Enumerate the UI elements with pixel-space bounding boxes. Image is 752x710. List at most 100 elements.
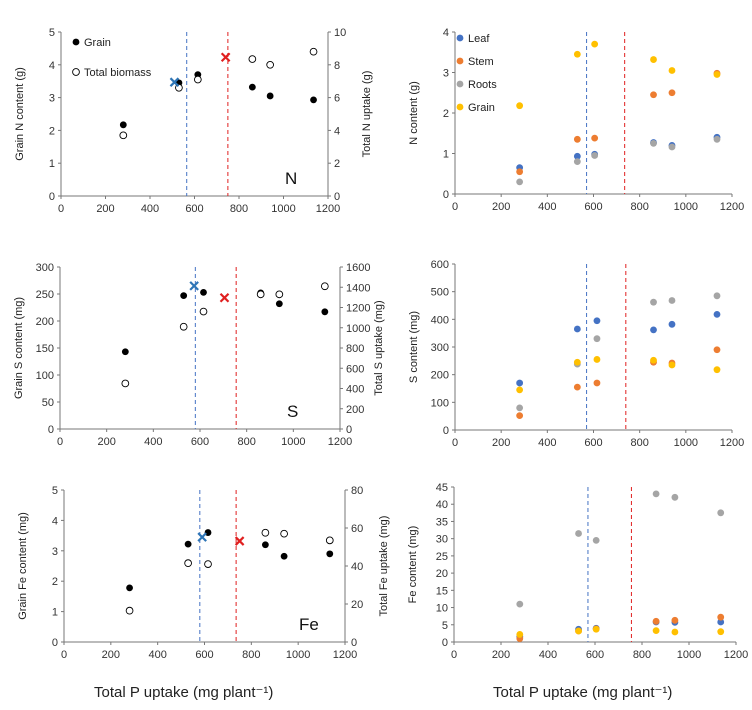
point-grain [119,121,127,129]
y-tick-label: 40 [436,499,448,511]
point-grain [275,300,283,308]
y-tick-label: 2 [52,576,58,588]
point-stem [591,134,599,142]
y-tick-label: 10 [436,603,448,615]
x-tick-label: 600 [191,436,209,448]
legend-marker-grain [72,38,80,46]
point-grain [671,628,679,636]
point-grain [573,50,581,58]
y-tick-label: 3 [49,93,55,105]
x-tick-label: 0 [57,436,63,448]
x-marker-stroke [189,281,199,291]
point-grain [126,584,133,592]
y-tick-label: 3 [443,68,449,80]
point-leaf [650,326,657,334]
point-grain [652,627,660,635]
y-tick-label: 600 [431,259,449,271]
point-roots [717,509,725,517]
x-marker-stroke [220,52,231,63]
y2-tick-label: 1600 [346,262,370,274]
point-leaf [516,379,524,387]
legend-label: Stem [468,56,494,68]
point-total-biomass [275,290,284,299]
point-roots [668,297,676,304]
point-grain [121,348,129,356]
point-grain [591,40,599,48]
x-tick-label: 1200 [720,437,744,449]
y-tick-label: 0 [52,637,58,649]
point-roots [650,298,657,306]
legend-label: Grain [84,37,111,49]
y-tick-label: 0 [49,191,55,203]
x-tick-label: 800 [630,437,648,449]
point-total-biomass [261,528,270,537]
point-leaf [713,310,721,318]
x-marker-stroke [234,536,245,546]
x-tick-label: 1200 [328,436,352,448]
y-tick-label: 25 [436,551,448,563]
x-tick-label: 800 [633,649,651,661]
y2-tick-label: 2 [334,158,340,170]
y-tick-label: 250 [36,289,54,301]
y2-tick-label: 4 [334,125,340,137]
y-tick-label: 300 [36,262,54,274]
chart-s-right: 0 200 400 600 800 1000 1200 0 100 200 300 400 500 600… [408,259,744,449]
y2-tick-label: 0 [351,637,357,649]
point-grain [261,541,269,549]
point-grain [593,356,601,363]
chart-fe-left: 0 200 400 600 800 1000 1200012345020406080Grai… [17,485,390,661]
point-grain [650,356,657,364]
point-total-biomass [179,322,188,331]
y2-axis-title: Total N uptake (g) [361,71,373,158]
x-tick-label: 200 [492,649,510,661]
point-grain [516,102,524,110]
point-total-biomass [266,60,275,69]
x-tick-label: 0 [451,649,457,661]
y-tick-label: 0 [443,189,449,201]
y2-tick-label: 10 [334,27,346,39]
x-tick-label: 1000 [674,201,698,213]
y-tick-label: 2 [49,125,55,137]
x-tick-label: 600 [584,437,602,449]
y-tick-label: 3 [52,546,58,558]
y-tick-label: 4 [443,27,449,39]
x-tick-label: 400 [148,649,166,661]
point-stem [668,89,676,97]
x-tick-label: 1200 [316,203,340,215]
y-tick-label: 0 [442,637,448,649]
x-tick-label: 600 [584,201,602,213]
point-grain [713,71,721,78]
y2-tick-label: 800 [346,343,364,355]
point-grain [717,628,725,636]
y2-tick-label: 1200 [346,303,370,315]
y-tick-label: 100 [36,370,54,382]
y-tick-label: 300 [431,342,449,354]
x-tick-label: 400 [538,437,556,449]
x-tick-label: 800 [630,201,648,213]
point-stem [516,412,524,420]
x-tick-label: 800 [230,203,248,215]
y-tick-label: 200 [431,370,449,382]
y-tick-label: 1 [443,149,449,161]
point-stem [516,168,524,176]
element-label: N [285,169,297,188]
x-tick-label: 600 [195,649,213,661]
y-axis-title: Fe content (mg) [407,526,419,604]
x-tick-label: 1000 [281,436,305,448]
y-tick-label: 1 [49,158,55,170]
point-roots [668,143,676,151]
point-roots [671,493,679,501]
x-tick-label: 600 [185,203,203,215]
point-grain [184,540,192,548]
point-leaf [573,325,581,333]
y2-tick-label: 6 [334,93,340,105]
y-tick-label: 30 [436,534,448,546]
y2-tick-label: 0 [334,191,340,203]
point-total-biomass [325,536,334,545]
y-tick-label: 2 [443,108,449,120]
point-grain [516,631,524,638]
x-tick-label: 400 [144,436,162,448]
x-tick-label: 800 [242,649,260,661]
point-stem [671,616,679,624]
